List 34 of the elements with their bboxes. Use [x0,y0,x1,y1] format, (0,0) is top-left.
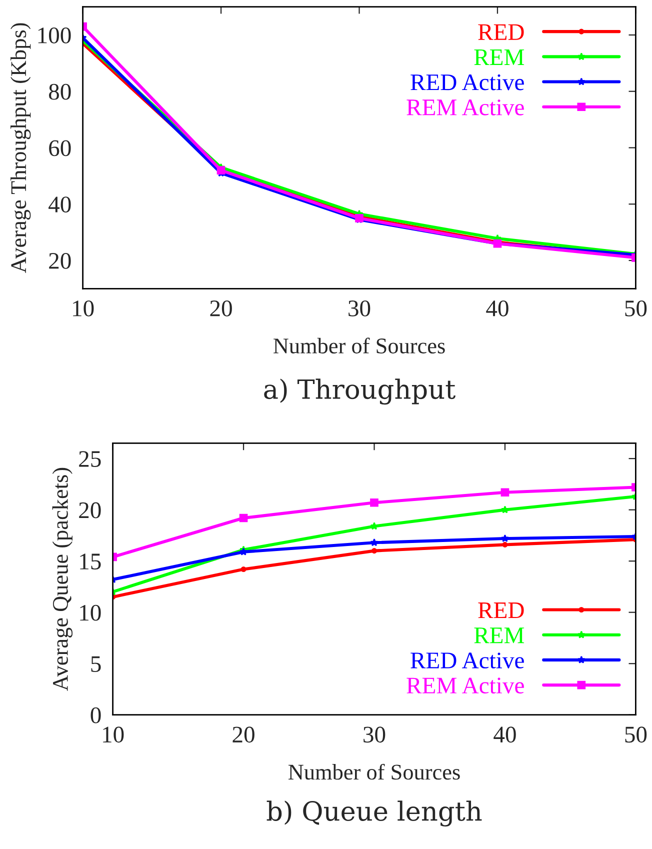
x-tick-label: 30 [348,300,370,316]
y-tick-label: 20 [49,252,71,269]
x-tick-label: 20 [232,726,254,743]
y-tick-label: 15 [80,554,101,570]
legend-label: RED [478,24,524,40]
text: b) Queue length [266,800,482,826]
legend-label: REM Active [406,678,524,694]
y-axis-title: Average Queue (packets) [52,468,73,691]
y-tick-label: 25 [79,451,101,467]
text: a) Throughput [264,378,456,405]
y-tick-label: 60 [49,140,71,156]
legend-label: REM [474,49,524,65]
y-tick-label: 20 [79,502,101,518]
legend-label: RED Active [410,652,524,668]
x-tick-label: 50 [625,726,647,743]
y-tick-label: 10 [80,604,101,621]
x-tick-label: 40 [494,726,516,743]
y-tick-label: 40 [48,196,71,213]
legend-label: RED Active [410,74,524,90]
x-tick-label: 30 [364,726,386,743]
x-tick-label: 20 [210,300,232,316]
y-axis-title: Average Throughput (Kbps) [10,23,31,273]
legend-label: REM Active [406,100,524,116]
x-tick-label: 40 [486,300,508,316]
legend-label: REM [474,628,524,644]
legend-label: RED [478,602,524,618]
x-tick-label: 10 [103,726,124,743]
y-tick-label: 0 [90,707,101,724]
x-axis-title: Number of Sources [288,764,460,780]
x-tick-label: 50 [625,300,647,316]
y-tick-label: 5 [91,656,101,672]
y-tick-label: 100 [38,27,71,44]
y-tick-label: 80 [48,84,71,100]
x-axis-title: Number of Sources [273,338,445,354]
